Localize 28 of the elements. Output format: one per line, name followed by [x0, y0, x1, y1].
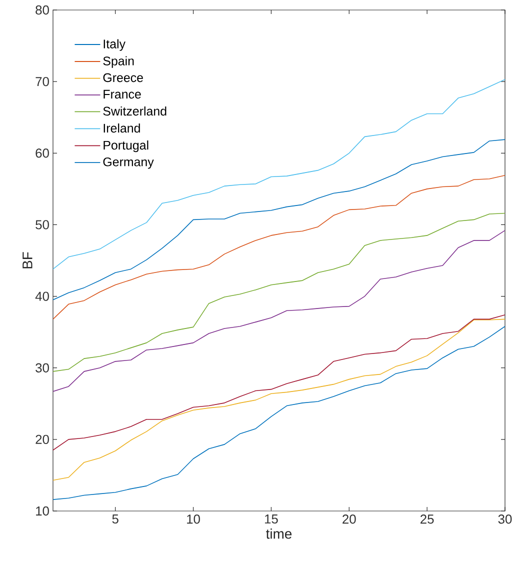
line-series: [53, 174, 505, 320]
y-tick-label: 30: [36, 363, 49, 372]
legend-label: France: [104, 90, 141, 99]
line-series: [53, 314, 505, 451]
legend-label: Italy: [104, 39, 126, 51]
y-tick-label: 70: [36, 76, 49, 86]
x-tick-label: 10: [187, 514, 200, 524]
x-tick-label: 5: [112, 514, 118, 524]
legend-label: Switzerland: [103, 106, 166, 116]
y-tick-label: 10: [36, 506, 49, 516]
line-series: [53, 212, 505, 372]
x-tick-label: 15: [264, 514, 278, 524]
y-axis-title: BF: [22, 252, 32, 268]
legend-label: Portugal: [104, 140, 148, 152]
y-tick-label: 50: [36, 220, 49, 230]
y-tick-label: 80: [36, 5, 49, 15]
legend-label: Greece: [103, 73, 143, 82]
line-series: [53, 230, 505, 392]
y-tick-label: 20: [36, 434, 49, 444]
y-tick-label: 40: [35, 292, 49, 301]
x-tick-label: 20: [342, 514, 356, 524]
x-tick-label: 30: [498, 514, 512, 524]
legend-label: Germany: [103, 157, 154, 169]
legend-label: Ireland: [104, 123, 140, 133]
y-tick-label: 60: [36, 148, 49, 158]
x-tick-label: 25: [420, 514, 434, 524]
x-axis-title: time: [266, 528, 292, 539]
legend-label: Spain: [103, 56, 134, 68]
